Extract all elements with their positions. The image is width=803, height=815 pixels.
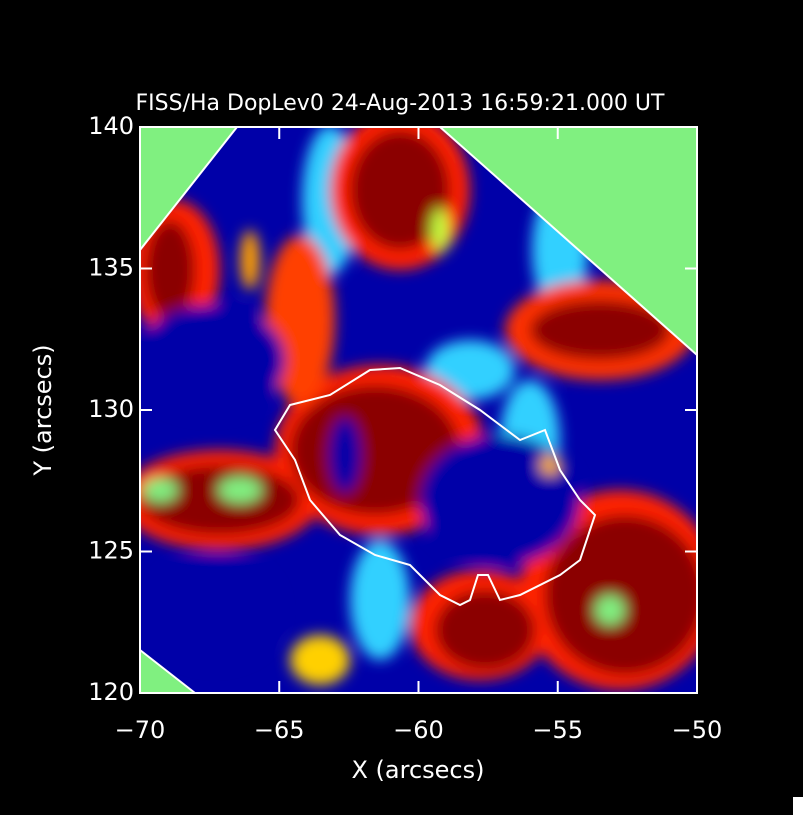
chart-title: FISS/Ha DopLev0 24-Aug-2013 16:59:21.000… (136, 91, 665, 116)
feature (290, 635, 350, 685)
feature (545, 515, 705, 675)
feature (540, 455, 560, 475)
x-tick-label: −60 (393, 716, 444, 744)
feature (431, 208, 449, 252)
feature (240, 230, 260, 290)
x-tick-label: −65 (254, 716, 305, 744)
feature (420, 435, 580, 565)
corner-artifact (793, 797, 803, 815)
feature (135, 305, 285, 415)
x-tick-label: −50 (672, 716, 723, 744)
y-tick-label: 120 (88, 678, 134, 706)
feature (329, 417, 361, 493)
x-axis-label: X (arcsecs) (351, 756, 484, 784)
x-tick-label: −70 (115, 716, 166, 744)
chart: FISS/Ha DopLev0 24-Aug-2013 16:59:21.000… (0, 0, 803, 815)
y-tick-label: 130 (88, 395, 134, 423)
feature (595, 595, 625, 625)
feature (150, 555, 280, 665)
y-tick-label: 135 (88, 254, 134, 282)
y-tick-label: 140 (88, 112, 134, 140)
x-tick-label: −55 (532, 716, 583, 744)
feature (435, 590, 535, 670)
feature (350, 540, 410, 660)
feature (142, 478, 178, 502)
feature (218, 477, 262, 503)
y-axis-label: Y (arcsecs) (29, 344, 57, 476)
page: FISS/Ha DopLev0 24-Aug-2013 16:59:21.000… (0, 0, 803, 815)
y-tick-label: 125 (88, 537, 134, 565)
